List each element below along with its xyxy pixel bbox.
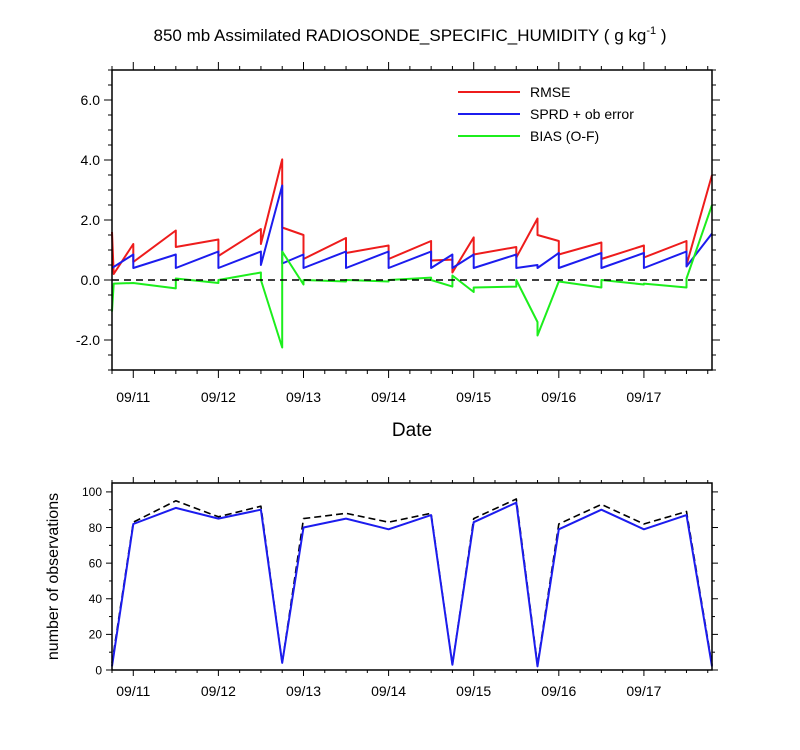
legend: RMSE SPRD + ob error BIAS (O-F)	[458, 84, 634, 144]
bottom-series	[111, 498, 713, 668]
y-tick-label-1: 0.0	[81, 272, 101, 288]
bottom-panel: 0 20 40 60 80 100 09/11 09/12 09/13 09/14 09/15 09/…	[45, 477, 718, 699]
y-tick-label-2: 2.0	[81, 212, 101, 228]
bottom-x-tick-label-5: 09/16	[541, 683, 576, 699]
bottom-x-tick-label-2: 09/13	[286, 683, 321, 699]
x-tick-label-0: 09/11	[116, 389, 150, 405]
bottom-y-tick-label-5: 100	[82, 485, 102, 499]
bottom-x-tick-label-3: 09/14	[371, 683, 406, 699]
series-line-obs-used	[111, 501, 713, 668]
top-series	[111, 158, 713, 349]
bottom-y-tick-label-0: 0	[95, 663, 102, 677]
chart-title: 850 mb Assimilated RADIOSONDE_SPECIFIC_H…	[154, 25, 667, 45]
bottom-x-tick-label-1: 09/12	[201, 683, 236, 699]
x-tick-label-6: 09/17	[626, 389, 661, 405]
bottom-x-tick-label-0: 09/11	[116, 683, 150, 699]
y-tick-label-4: 6.0	[81, 92, 101, 108]
x-tick-label-5: 09/16	[541, 389, 576, 405]
chart-title-exponent: -1	[646, 25, 656, 37]
series-line-bias-o-f	[111, 204, 713, 349]
series-line-obs-possible	[111, 498, 713, 666]
x-tick-label-2: 09/13	[286, 389, 321, 405]
legend-label-rmse: RMSE	[530, 84, 570, 100]
x-axis-label: Date	[392, 420, 432, 441]
x-tick-label-3: 09/14	[371, 389, 406, 405]
bottom-tick-labels: 0 20 40 60 80 100 09/11 09/12 09/13 09/14 09/15 09/…	[82, 485, 662, 699]
series-line-sprd-ob-error	[111, 184, 713, 269]
legend-label-bias-o-f: BIAS (O-F)	[530, 128, 599, 144]
top-tick-labels: -2.0 0.0 2.0 4.0 6.0 09/11 09/12 09/13 09/14 09/1…	[76, 92, 662, 405]
series-line-rmse	[111, 158, 713, 275]
top-plot-frame	[111, 69, 713, 371]
bottom-y-tick-label-1: 20	[89, 628, 103, 642]
bottom-x-tick-label-6: 09/17	[626, 683, 661, 699]
x-tick-label-1: 09/12	[201, 389, 236, 405]
bottom-ticks	[106, 477, 718, 676]
top-panel: -2.0 0.0 2.0 4.0 6.0 09/11 09/12 09/13 09/14 09/1…	[76, 62, 720, 441]
bottom-y-tick-label-3: 60	[89, 556, 103, 570]
chart-title-tail: )	[656, 26, 666, 45]
y-tick-label-0: -2.0	[76, 332, 100, 348]
legend-label-sprd-ob-error: SPRD + ob error	[530, 106, 634, 122]
bottom-y-tick-label-2: 40	[89, 592, 103, 606]
y-axis-label: number of observations	[45, 493, 62, 660]
chart-title-main: 850 mb Assimilated RADIOSONDE_SPECIFIC_H…	[154, 26, 647, 45]
bottom-y-tick-label-4: 80	[89, 521, 103, 535]
y-tick-label-3: 4.0	[81, 152, 101, 168]
bottom-plot-frame	[111, 482, 713, 671]
x-tick-label-4: 09/15	[456, 389, 491, 405]
bottom-x-tick-label-4: 09/15	[456, 683, 491, 699]
